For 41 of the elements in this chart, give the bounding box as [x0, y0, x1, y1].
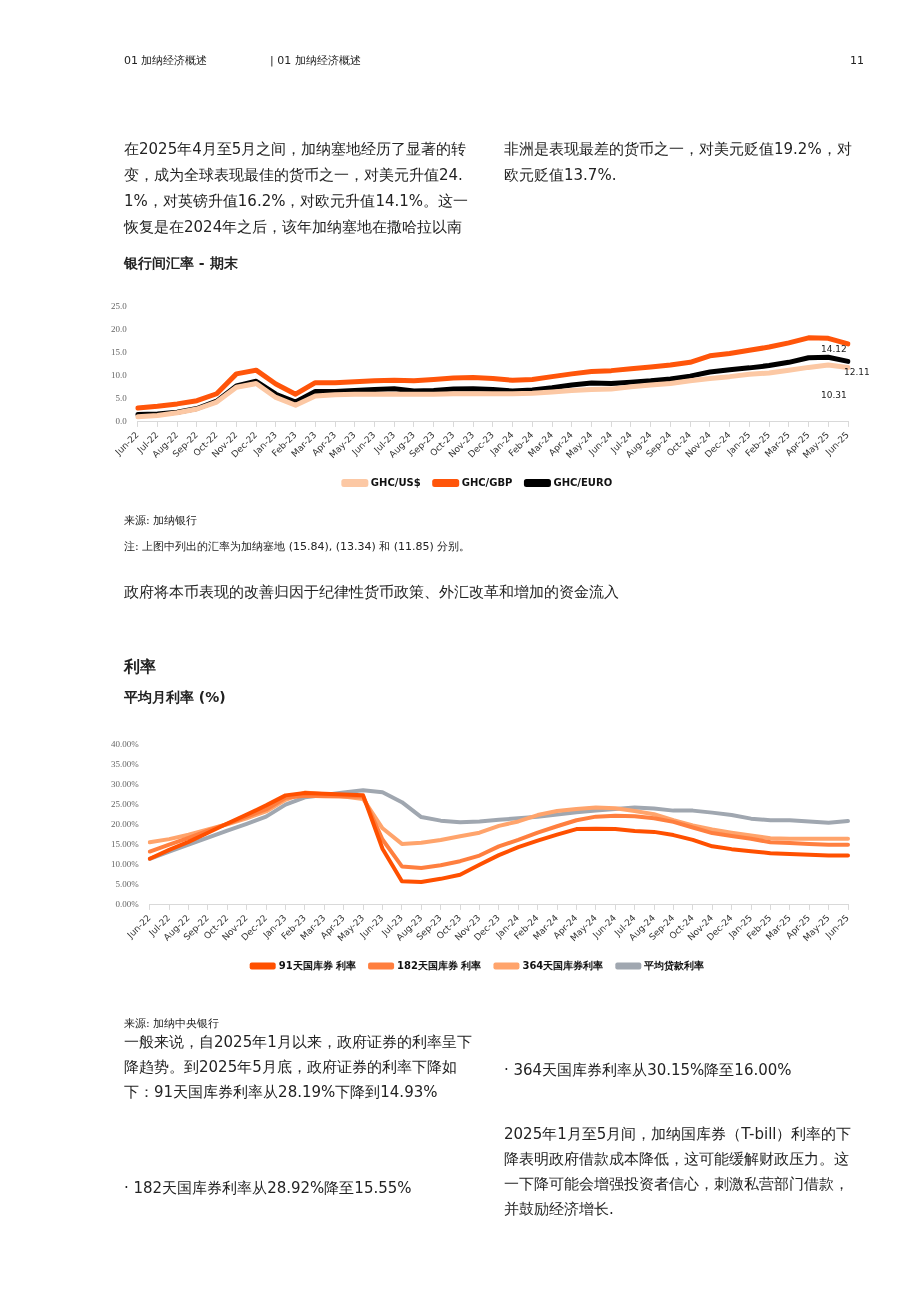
y-tick-label: 0.00% — [115, 899, 140, 910]
y-tick-label: 15.0 — [111, 346, 128, 357]
text: 11 — [850, 53, 864, 69]
chart-title: 利率 — [124, 656, 156, 678]
y-tick-label: 20.0 — [111, 323, 128, 334]
annotation: 14.12 — [821, 343, 847, 356]
legend-label: 平均贷款利率 — [643, 959, 705, 971]
legend-label: GHC/EURO — [553, 476, 613, 488]
y-tick-label: 10.0 — [111, 370, 128, 381]
legend-label: 91天国库券 利率 — [278, 959, 357, 971]
chart-title: 银行间汇率 - 期末 — [124, 254, 238, 273]
legend-label: 364天国库券利率 — [522, 959, 604, 971]
annotation: 10.31 — [821, 389, 847, 402]
text: 01 加纳经济概述 — [124, 53, 208, 69]
chart-subtitle: 平均月利率 (%) — [124, 688, 226, 707]
y-tick-label: 25.00% — [111, 798, 140, 809]
y-tick-label: 5.00% — [115, 879, 140, 890]
source-note: 来源: 加纳银行 — [124, 513, 198, 529]
y-tick-label: 20.00% — [111, 819, 140, 830]
text: | 01 加纳经济概述 — [270, 53, 361, 69]
y-tick-label: 35.00% — [111, 758, 140, 769]
y-tick-label: 5.0 — [115, 393, 128, 404]
text: · 364天国库券利率从30.15%降至16.00% — [504, 1060, 792, 1081]
source-note: 来源: 加纳中央银行 — [124, 1016, 220, 1032]
y-tick-label: 10.00% — [111, 859, 140, 870]
annotation: 12.11 — [844, 366, 870, 379]
text: 一般来说，自2025年1月以来，政府证券的利率呈下降趋势。到2025年5月底，政府证券的利率下降如下：91天国库券利率从28.19%下降到14.93% — [124, 1032, 473, 1103]
text: 2025年1月至5月间，加纳国库券（T-bill）利率的下降表明政府借款成本降低，这可能缓解财政压力。这一下降可能会增强投资者信心，刺激私营部门借款，并鼓励经济增长. — [504, 1124, 853, 1220]
text: 非洲是表现最差的货币之一，对美元贬值19.2%，对欧元贬值13.7%. — [504, 139, 853, 186]
y-tick-label: 25.0 — [111, 300, 128, 311]
y-tick-label: 30.00% — [111, 778, 140, 789]
text: 注: 上图中列出的汇率为加纳塞地 (15.84), (13.34) 和 (11.85) 分别。 — [124, 539, 471, 555]
text: 在2025年4月至5月之间，加纳塞地经历了显著的转变，成为全球表现最佳的货币之一，对美元升值24.1%，对英镑升值16.2%，对欧元升值14.1%。这一恢复是在2024年之后，该年加纳塞地在撒哈拉以南 — [124, 139, 469, 238]
text: 政府将本币表现的改善归因于纪律性货币政策、外汇改革和增加的资金流入 — [124, 582, 619, 603]
legend-label: GHC/GBP — [461, 476, 513, 488]
y-tick-label: 15.00% — [111, 839, 140, 850]
y-tick-label: 0.0 — [115, 416, 128, 427]
legend-label: 182天国库券 利率 — [397, 959, 482, 971]
text: · 182天国库券利率从28.92%降至15.55% — [124, 1178, 412, 1199]
legend-label: GHC/US$ — [370, 476, 421, 488]
y-tick-label: 40.00% — [111, 738, 140, 749]
